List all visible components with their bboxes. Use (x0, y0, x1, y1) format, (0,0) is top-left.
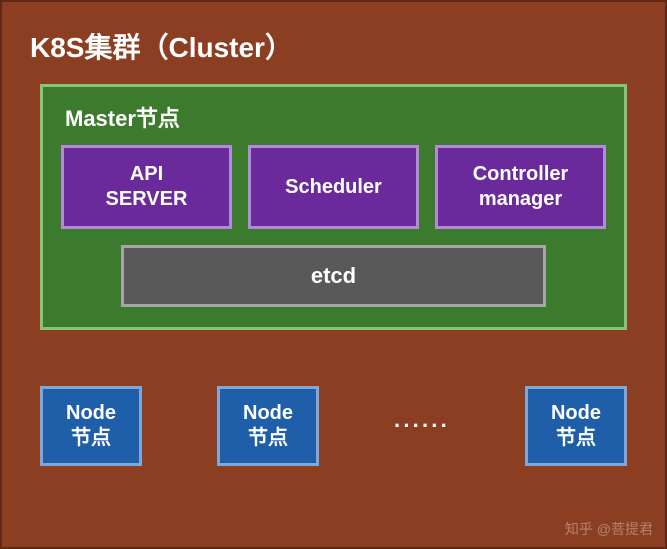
ellipsis: ······ (394, 413, 450, 439)
master-container: Master节点 APISERVER Scheduler Controllerm… (40, 84, 627, 330)
master-components-row: APISERVER Scheduler Controllermanager (61, 145, 606, 229)
component-scheduler: Scheduler (248, 145, 419, 229)
component-controller-manager: Controllermanager (435, 145, 606, 229)
cluster-title: K8S集群（Cluster） (30, 26, 643, 66)
master-title: Master节点 (65, 101, 606, 133)
node-box: Node节点 (525, 386, 627, 466)
component-etcd: etcd (121, 245, 546, 307)
component-api-server: APISERVER (61, 145, 232, 229)
cluster-container: K8S集群（Cluster） Master节点 APISERVER Schedu… (0, 0, 667, 549)
node-box: Node节点 (217, 386, 319, 466)
node-box: Node节点 (40, 386, 142, 466)
nodes-row: Node节点 Node节点 ······ Node节点 (40, 386, 627, 466)
